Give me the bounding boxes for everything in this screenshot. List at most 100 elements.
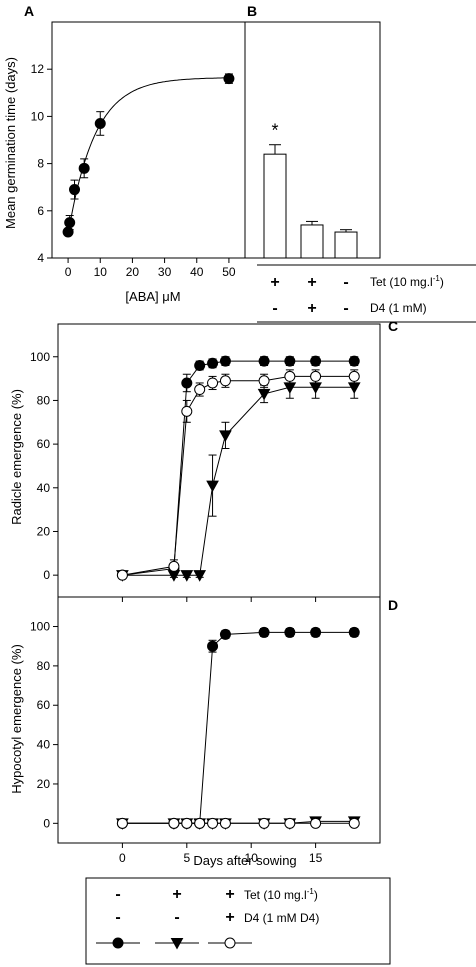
panel-d: D Hypocotyl emergence (%) Days after sow… [9,596,398,868]
treatment-label-text: Tet (10 mg.l [370,275,433,289]
legend-label: Tet (10 mg.l-1) [244,887,318,902]
plot-frame-a [51,21,246,259]
data-point-c-1 [206,480,219,493]
significance-marker: * [271,121,278,141]
series-line-c-2 [122,375,355,576]
data-point-c-2 [181,405,193,417]
fit-curve-a [67,77,229,235]
y-tick-label-c: 60 [37,437,51,451]
bar-b [300,224,324,259]
data-point-c-0 [310,355,322,367]
legend-sign: - [115,886,120,903]
y-tick-label-c: 0 [43,568,50,582]
panel-letter-a: A [24,3,34,19]
plot-frame-d [57,596,381,844]
data-point-c-0 [258,355,270,367]
data-point-d-2 [310,817,322,829]
data-point-a [94,117,106,129]
x-tick-label-a: 30 [158,265,172,279]
data-point-c-0 [181,377,193,389]
y-tick-label-d: 80 [37,659,51,673]
y-tick-label-d: 60 [37,698,51,712]
data-point-c-2 [219,375,231,387]
data-point-c-2 [116,569,128,581]
data-point-a [69,184,81,196]
legend-label-text: Tet (10 mg.l [244,888,307,902]
y-axis-title-d: Hypocotyl emergence (%) [9,644,24,794]
legend: - + + Tet (10 mg.l-1) - - + D4 (1 mM D4) [85,877,391,965]
y-tick-label-d: 100 [30,620,50,634]
legend-marker-1 [170,938,184,950]
legend-label-text: D4 (1 mM D4) [244,911,319,925]
legend-marker-0 [112,937,124,949]
treatment-sign: + [270,274,279,291]
data-point-a [62,226,74,238]
y-tick-label-d: 0 [43,816,50,830]
x-tick-label-d: 15 [309,851,323,865]
data-point-d-2 [168,817,180,829]
data-point-d-2 [348,817,360,829]
data-point-c-1 [347,382,361,394]
x-tick-label-d: 0 [119,851,126,865]
data-point-d-2 [181,817,193,829]
data-point-c-0 [284,355,296,367]
data-point-a [223,73,235,85]
data-point-d-0 [207,640,219,652]
data-point-d-2 [194,817,206,829]
data-point-a [64,217,76,229]
panel-letter-b: B [247,3,257,19]
data-point-c-0 [219,355,231,367]
legend-frame [85,877,391,965]
legend-marker-2 [224,937,236,949]
data-point-d-0 [258,626,270,638]
y-tick-label-c: 20 [37,524,51,538]
data-point-c-1 [193,570,207,582]
data-point-d-0 [219,628,231,640]
data-point-c-0 [207,357,219,369]
data-point-d-2 [116,817,128,829]
y-tick-label-d: 20 [37,777,51,791]
y-tick-label-c: 80 [37,393,51,407]
y-tick-label-a: 6 [37,204,44,218]
legend-label-sup: -1 [307,887,315,896]
y-tick-label-d: 40 [37,738,51,752]
panel-c: C Radicle emergence (%) 0 20 40 60 80 100 [9,318,398,602]
x-axis-title-d: Days after sowing [193,853,296,868]
x-tick-label-a: 0 [65,265,72,279]
data-point-d-0 [348,626,360,638]
data-point-d-2 [258,817,270,829]
y-tick-label-a: 8 [37,157,44,171]
data-point-c-0 [348,355,360,367]
treatment-label: D4 (1 mM) [370,301,427,315]
panel-a: A Mean germination time (days) [ABA] μM … [3,3,246,304]
treatment-label-sup: -1 [433,274,441,283]
data-point-d-2 [207,817,219,829]
y-tick-label-c: 100 [30,350,50,364]
y-tick-label-c: 40 [37,481,51,495]
data-point-c-1 [219,430,232,442]
y-tick-label-a: 10 [31,109,45,123]
data-point-c-2 [258,375,270,387]
series-line-c-1 [122,386,355,576]
legend-sign: + [225,886,234,903]
bar-b [263,153,287,259]
data-point-a [78,162,90,174]
treatment-sign: + [307,274,316,291]
treatment-label-suffix: ) [440,275,444,289]
legend-sign: - [115,909,120,926]
data-point-c-2 [168,560,180,572]
x-axis-title-a: [ABA] μM [125,289,180,304]
x-tick-label-a: 40 [190,265,204,279]
treatment-label-text: D4 (1 mM) [370,301,427,315]
x-tick-label-a: 20 [126,265,140,279]
data-point-c-2 [284,370,296,382]
legend-sign: - [174,909,179,926]
legend-label-suffix: ) [314,888,318,902]
x-tick-label-a: 10 [94,265,108,279]
x-tick-label-a: 50 [222,265,236,279]
treatment-sign: - [343,300,348,317]
data-point-c-2 [310,370,322,382]
data-point-c-1 [180,570,194,582]
panel-b: B * + + - Tet (10 mg.l-1) - + - D4 (1 mM) [244,3,476,323]
